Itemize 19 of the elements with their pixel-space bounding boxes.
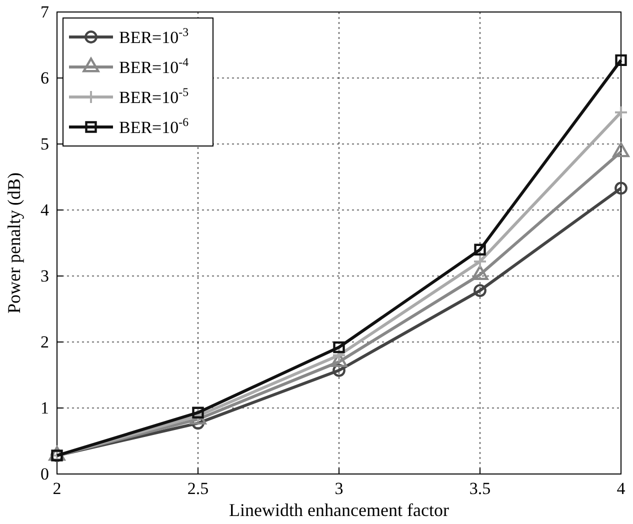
x-tick-label: 2 (52, 479, 62, 498)
x-tick-label: 4 (616, 479, 626, 498)
y-axis-title: Power penalty (dB) (4, 172, 24, 314)
y-tick-label: 0 (40, 464, 49, 484)
y-tick-label: 3 (40, 266, 49, 286)
y-tick-label: 2 (40, 332, 49, 352)
legend-label: BER=10$^{-6}$ (119, 115, 189, 137)
legend-label: BER=10$^{-3}$ (119, 25, 189, 47)
legend-label: BER=10$^{-5}$ (119, 85, 189, 107)
y-tick-label: 6 (40, 68, 49, 88)
y-tick-label: 4 (40, 200, 50, 220)
legend-label: BER=10$^{-4}$ (119, 55, 189, 77)
x-tick-label: 3.5 (469, 479, 491, 498)
x-tick-label: 2.5 (187, 479, 209, 498)
x-axis-title: Linewidth enhancement factor (229, 500, 449, 520)
y-tick-label: 5 (40, 134, 49, 154)
y-tick-label: 1 (40, 398, 49, 418)
x-tick-label: 3 (334, 479, 344, 498)
y-tick-label: 7 (40, 2, 50, 22)
